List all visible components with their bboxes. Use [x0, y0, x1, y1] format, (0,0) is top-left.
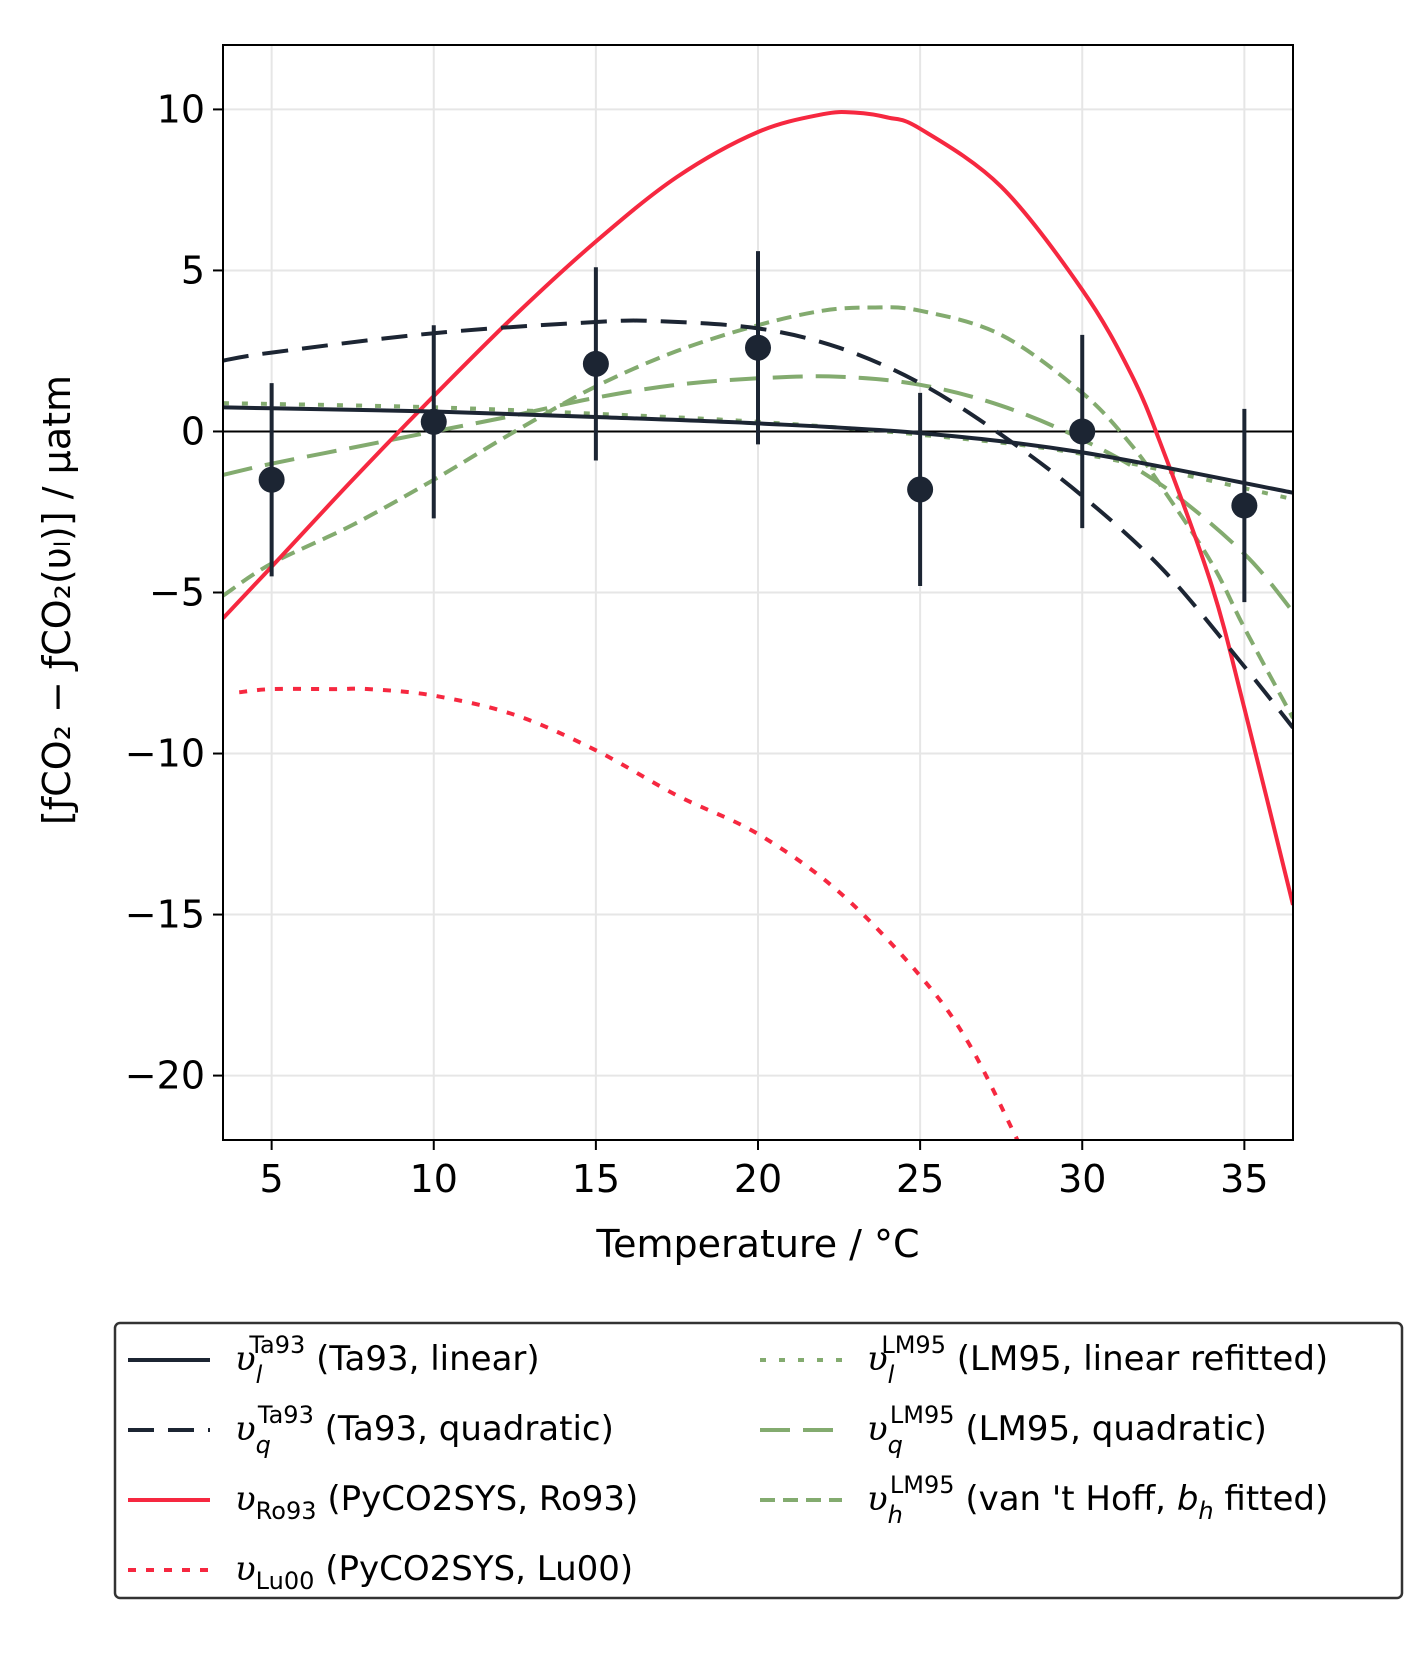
- y-axis-label: [ƒCO₂ − ƒCO₂(υₗ)] / µatm: [35, 375, 79, 825]
- observation-point: [582, 350, 609, 377]
- legend-label-lu00: υLu00 (PyCO2SYS, Lu00): [235, 1549, 633, 1595]
- legend: υlTa93 (Ta93, linear) υqTa93 (Ta93, quadr…: [113, 1321, 1404, 1600]
- legend-frame: [113, 1321, 1404, 1600]
- y-tick-label: −15: [125, 893, 205, 937]
- x-axis: 5 10 15 20 25 30 35: [260, 1140, 1269, 1201]
- observations-layer: [258, 251, 1258, 603]
- y-tick-label: −20: [125, 1054, 205, 1098]
- x-tick-label: 35: [1220, 1157, 1268, 1201]
- x-tick-label: 5: [260, 1157, 284, 1201]
- y-tick-label: −5: [149, 571, 205, 615]
- x-axis-label: Temperature / °C: [595, 1222, 919, 1266]
- observation-point: [420, 408, 447, 435]
- y-tick-label: 5: [181, 248, 205, 292]
- y-tick-label: 0: [181, 409, 205, 453]
- observation-point: [258, 466, 285, 493]
- x-tick-label: 15: [572, 1157, 620, 1201]
- observation-point: [907, 476, 934, 503]
- legend-label-lm95-vanthoff: υhLM95 (van 't Hoff, bh fitted): [867, 1471, 1328, 1529]
- observation-point: [1231, 492, 1258, 519]
- y-axis: −20 −15 −10 −5 0 5 10: [125, 87, 223, 1098]
- observation-point: [745, 334, 771, 361]
- grid-lines: [223, 45, 1293, 1140]
- legend-label-ta93-linear: υlTa93 (Ta93, linear): [235, 1331, 540, 1389]
- y-tick-label: −10: [125, 732, 205, 776]
- observation-point: [1069, 418, 1096, 445]
- legend-label-lm95-quadratic: υqLM95 (LM95, quadratic): [867, 1401, 1267, 1459]
- series-line-lm95-vanthoff: [223, 305, 1293, 720]
- x-tick-label: 10: [410, 1157, 458, 1201]
- legend-label-ro93: υRo93 (PyCO2SYS, Ro93): [235, 1479, 638, 1525]
- x-tick-label: 25: [896, 1157, 944, 1201]
- legend-label-lm95-linear: υlLM95 (LM95, linear refitted): [867, 1331, 1328, 1389]
- y-tick-label: 10: [157, 87, 205, 131]
- x-tick-label: 20: [734, 1157, 782, 1201]
- legend-label-ta93-quadratic: υqTa93 (Ta93, quadratic): [235, 1401, 614, 1459]
- x-tick-label: 30: [1058, 1157, 1106, 1201]
